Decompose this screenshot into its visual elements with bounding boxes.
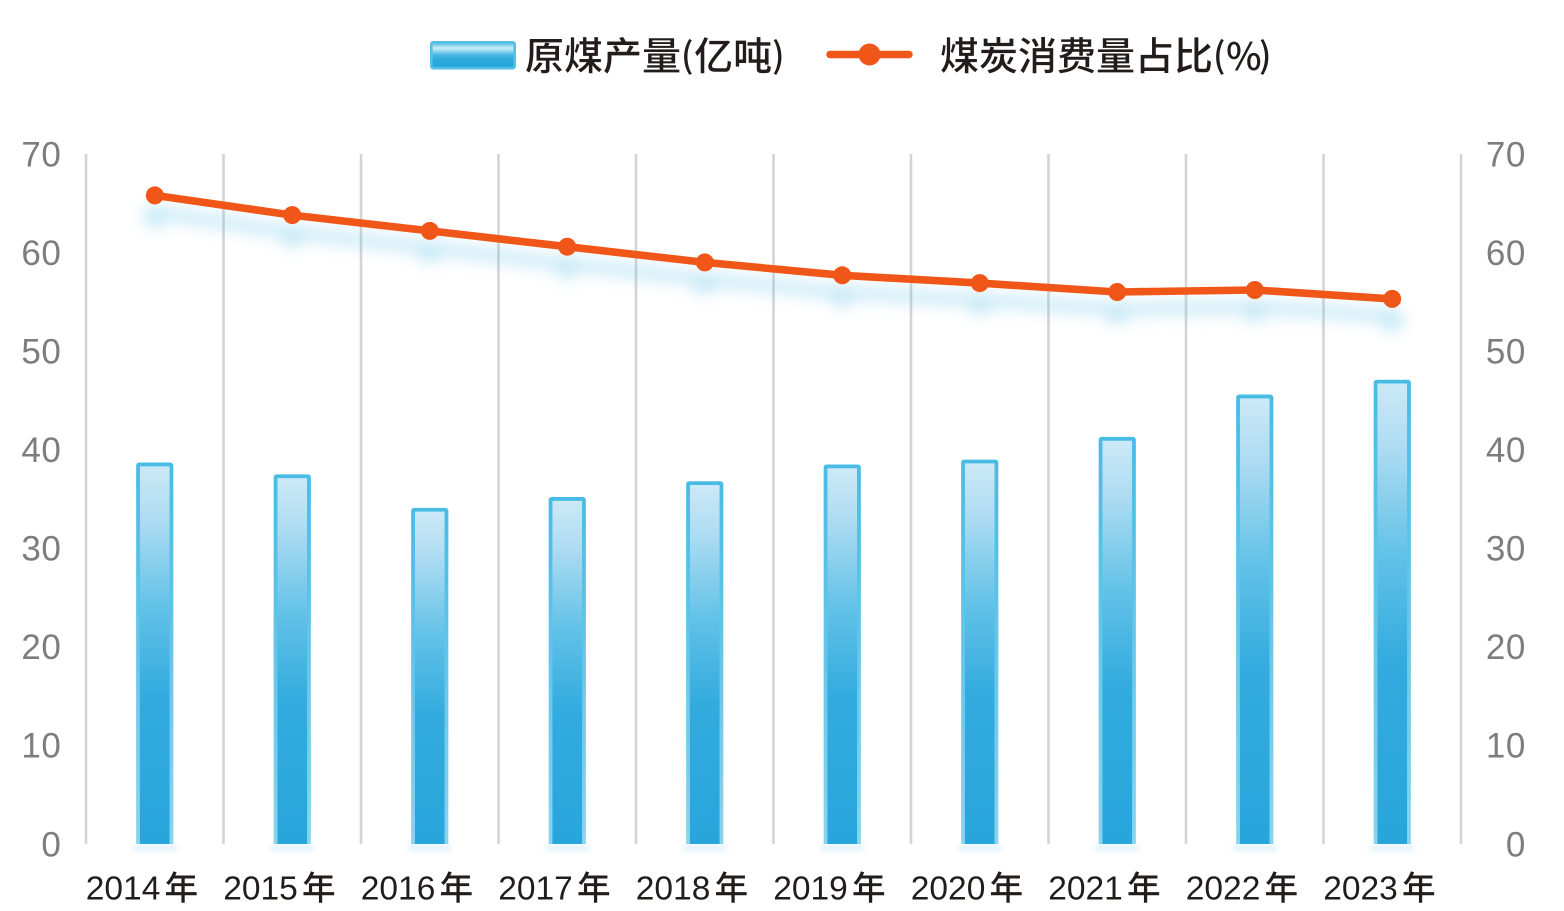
svg-text:2015: 2015 — [223, 870, 298, 907]
svg-text:2014: 2014 — [86, 870, 161, 907]
svg-text:0: 0 — [41, 825, 61, 864]
svg-text:60: 60 — [21, 234, 61, 273]
svg-text:20: 20 — [1486, 628, 1526, 667]
svg-text:0: 0 — [1506, 825, 1526, 864]
svg-text:50: 50 — [21, 333, 61, 372]
svg-text:30: 30 — [1486, 530, 1526, 569]
svg-text:60: 60 — [1486, 234, 1526, 273]
svg-text:10: 10 — [1486, 727, 1526, 766]
svg-text:2016: 2016 — [361, 870, 436, 907]
svg-text:70: 70 — [1486, 135, 1526, 174]
svg-text:20: 20 — [21, 628, 61, 667]
svg-text:2017: 2017 — [498, 870, 573, 907]
svg-text:50: 50 — [1486, 333, 1526, 372]
svg-text:2019: 2019 — [773, 870, 848, 907]
svg-text:30: 30 — [21, 530, 61, 569]
svg-text:10: 10 — [21, 727, 61, 766]
svg-text:40: 40 — [21, 431, 61, 470]
svg-text:40: 40 — [1486, 431, 1526, 470]
svg-text:2020: 2020 — [911, 870, 986, 907]
svg-text:2018: 2018 — [636, 870, 711, 907]
svg-text:70: 70 — [21, 135, 61, 174]
svg-text:2022: 2022 — [1186, 870, 1261, 907]
svg-text:2021: 2021 — [1048, 870, 1123, 907]
svg-text:2023: 2023 — [1323, 870, 1398, 907]
